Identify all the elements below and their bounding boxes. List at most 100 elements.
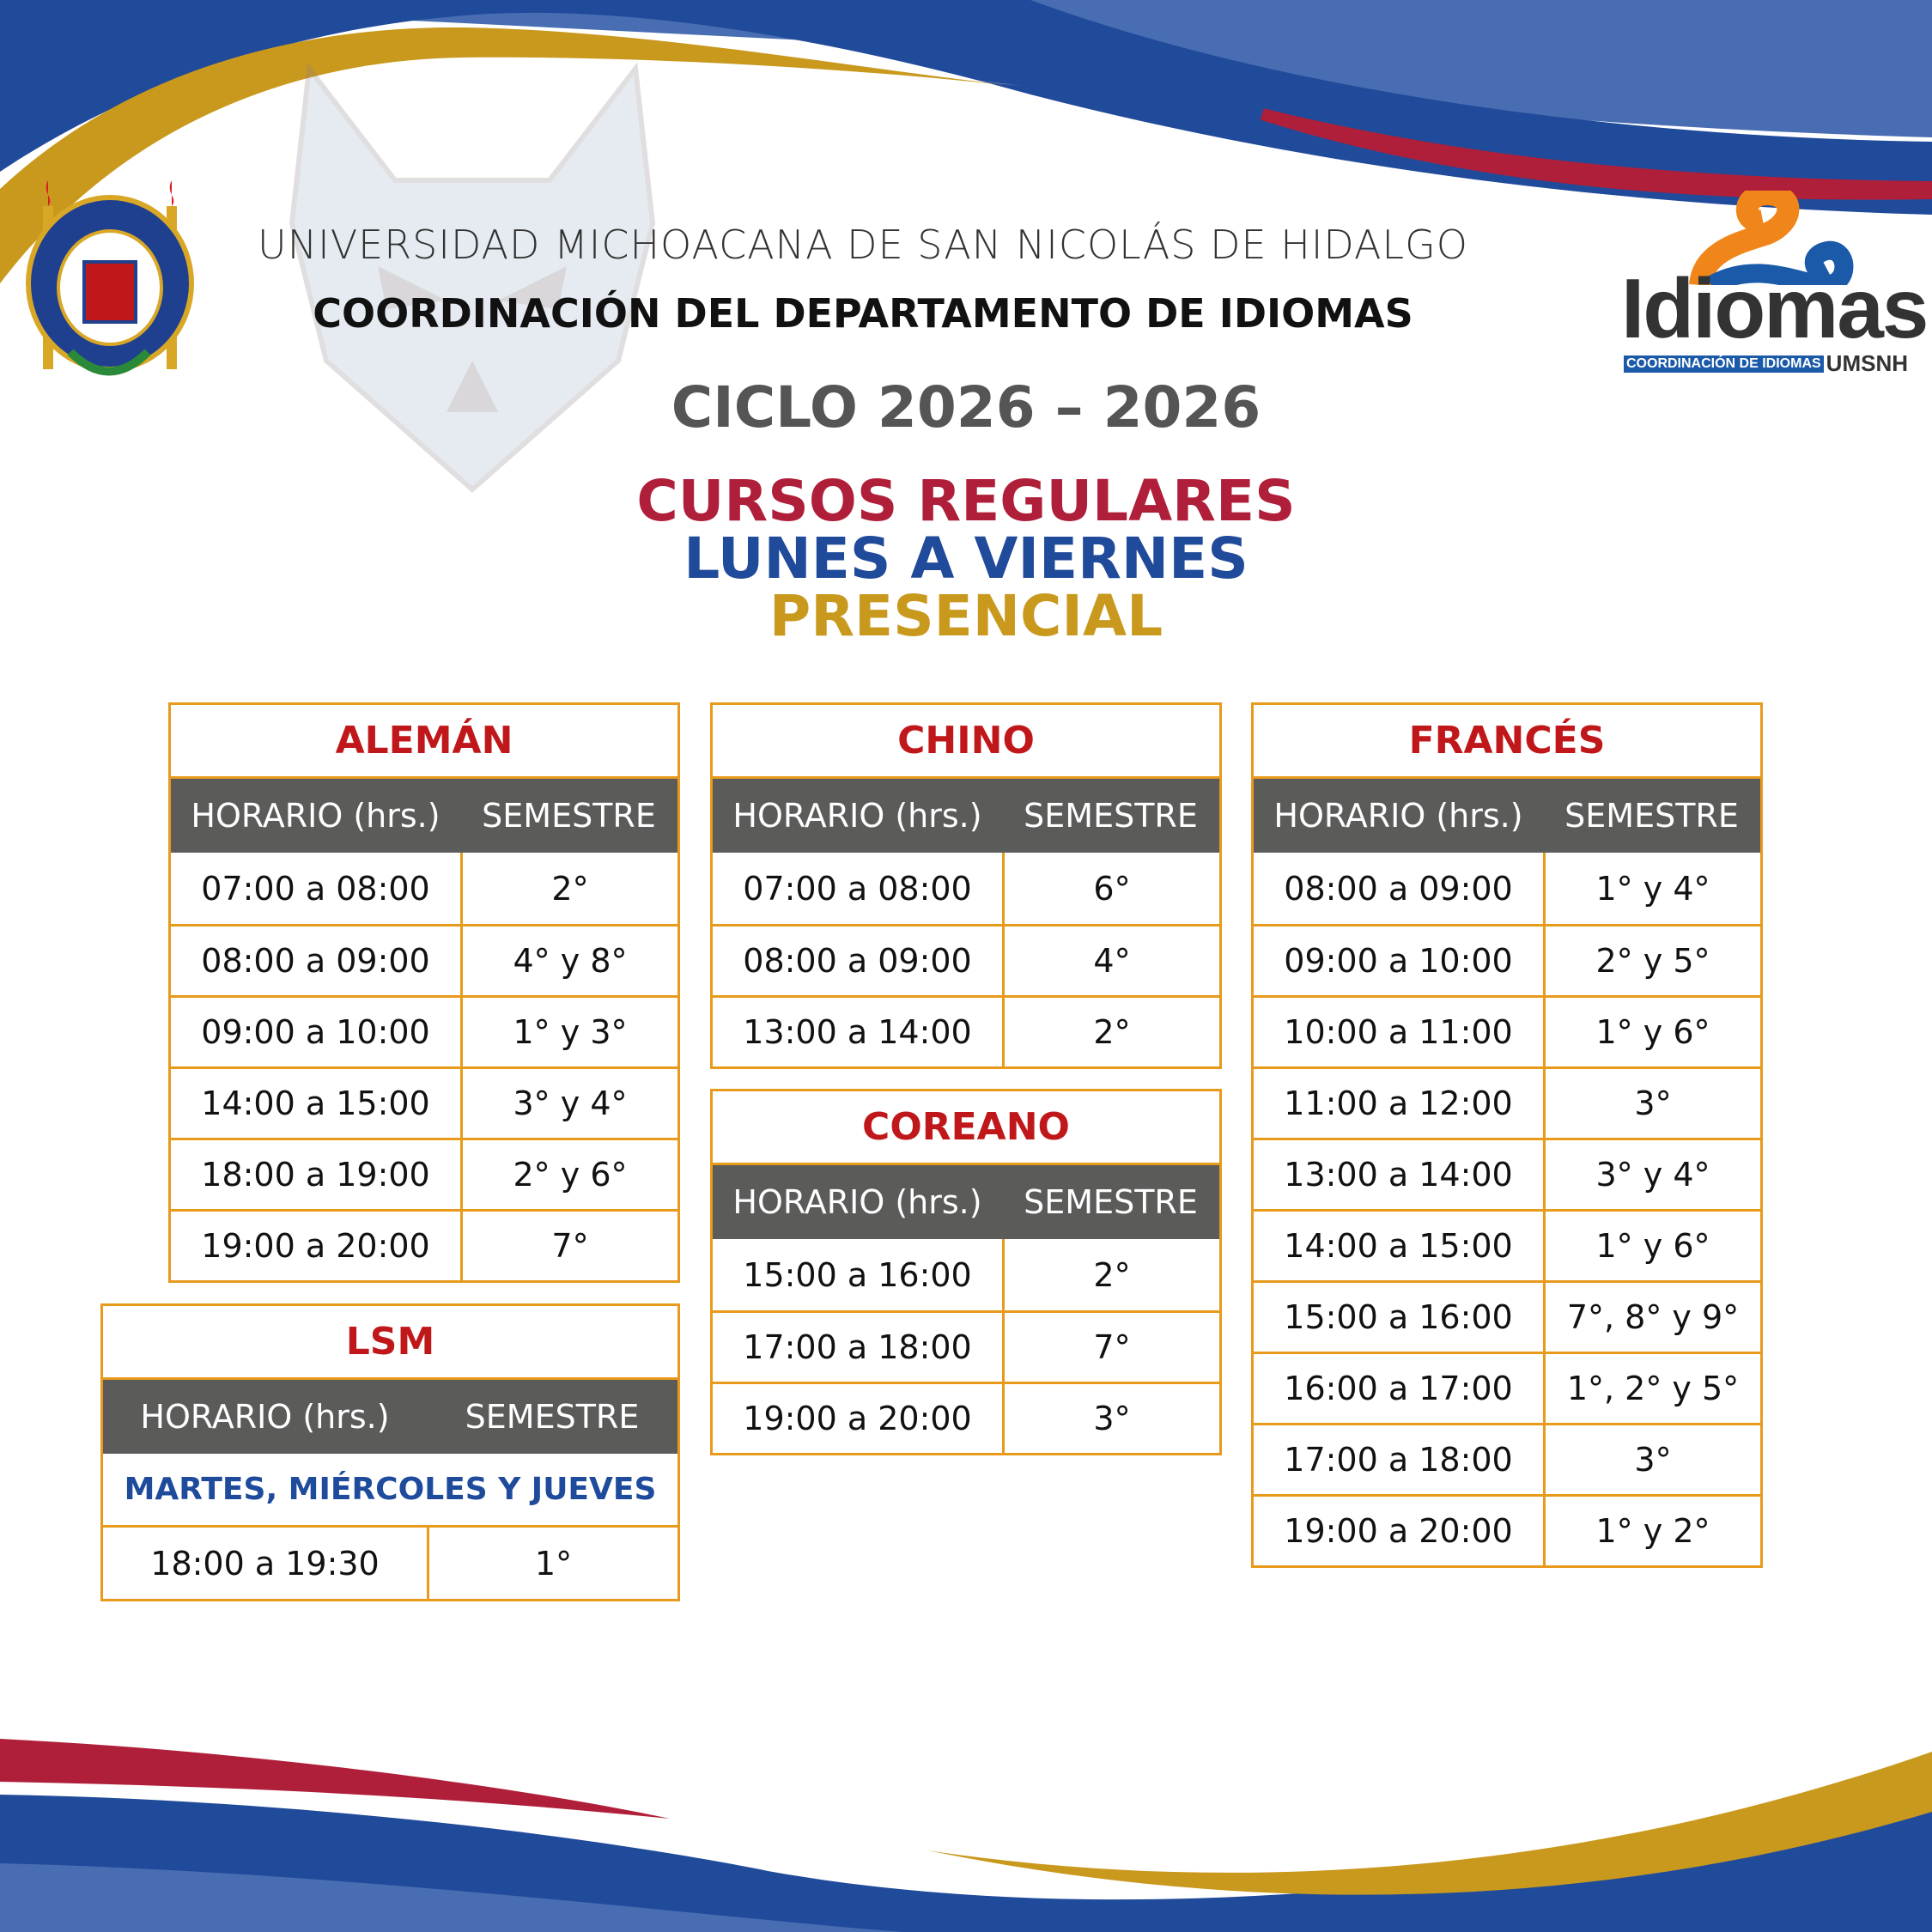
table-row: 09:00 a 10:00 1° y 3° bbox=[171, 995, 677, 1066]
col-header-semester: SEMESTRE bbox=[482, 797, 656, 835]
semester-cell: 6° bbox=[1002, 853, 1219, 924]
university-name: UNIVERSIDAD MICHOACANA DE SAN NICOLÁS DE… bbox=[258, 222, 1468, 268]
table-chino: CHINO HORARIO (hrs.) SEMESTRE 07:00 a 08:… bbox=[710, 702, 1222, 1069]
table-row: 15:00 a 16:00 2° bbox=[713, 1239, 1219, 1310]
table-row: 18:00 a 19:30 1° bbox=[103, 1528, 677, 1599]
table-title: FRANCÉS bbox=[1254, 705, 1760, 779]
semester-cell: 7°, 8° y 9° bbox=[1543, 1283, 1760, 1352]
table-row: 10:00 a 11:00 1° y 6° bbox=[1254, 995, 1760, 1066]
col-header-semester: SEMESTRE bbox=[1564, 797, 1739, 835]
lsm-days: MARTES, MIÉRCOLES Y JUEVES bbox=[124, 1472, 657, 1507]
table-row: 09:00 a 10:00 2° y 5° bbox=[1254, 924, 1760, 995]
table-row: 18:00 a 19:00 2° y 6° bbox=[171, 1138, 677, 1209]
table-row: 14:00 a 15:00 3° y 4° bbox=[171, 1066, 677, 1138]
time-cell: 08:00 a 09:00 bbox=[743, 942, 972, 980]
semester-cell: 2° y 5° bbox=[1543, 927, 1760, 995]
table-title: COREANO bbox=[713, 1091, 1219, 1165]
time-cell: 09:00 a 10:00 bbox=[1284, 942, 1513, 980]
table-row: 13:00 a 14:00 2° bbox=[713, 995, 1219, 1066]
semester-cell: 3° y 4° bbox=[460, 1069, 677, 1138]
time-cell: 13:00 a 14:00 bbox=[1284, 1156, 1513, 1194]
col-header-time: HORARIO (hrs.) bbox=[732, 1183, 982, 1221]
table-coreano: COREANO HORARIO (hrs.) SEMESTRE 15:00 a 1… bbox=[710, 1089, 1222, 1455]
time-cell: 15:00 a 16:00 bbox=[743, 1255, 972, 1294]
time-cell: 19:00 a 20:00 bbox=[1284, 1512, 1513, 1550]
table-row: 08:00 a 09:00 1° y 4° bbox=[1254, 853, 1760, 924]
table-title: LSM bbox=[103, 1306, 677, 1380]
time-cell: 10:00 a 11:00 bbox=[1284, 1013, 1513, 1051]
semester-cell: 1°, 2° y 5° bbox=[1543, 1354, 1760, 1423]
cycle-title: CICLO 2026 – 2026 bbox=[671, 374, 1261, 440]
table-row: 15:00 a 16:00 7°, 8° y 9° bbox=[1254, 1280, 1760, 1352]
table-row: 08:00 a 09:00 4° bbox=[713, 924, 1219, 995]
department-name: COORDINACIÓN DEL DEPARTAMENTO DE IDIOMAS bbox=[313, 290, 1413, 337]
table-row: 07:00 a 08:00 6° bbox=[713, 853, 1219, 924]
semester-cell: 1° y 6° bbox=[1543, 1212, 1760, 1280]
semester-cell: 2° y 6° bbox=[460, 1140, 677, 1209]
table-row: 19:00 a 20:00 7° bbox=[171, 1209, 677, 1280]
time-cell: 18:00 a 19:00 bbox=[201, 1156, 430, 1194]
time-cell: 17:00 a 18:00 bbox=[743, 1328, 972, 1366]
semester-cell: 3° bbox=[1543, 1069, 1760, 1138]
semester-cell: 1° bbox=[427, 1528, 677, 1599]
col-header-time: HORARIO (hrs.) bbox=[732, 797, 982, 835]
time-cell: 19:00 a 20:00 bbox=[201, 1227, 430, 1265]
semester-cell: 1° y 2° bbox=[1543, 1497, 1760, 1565]
semester-cell: 2° bbox=[1002, 998, 1219, 1066]
table-title: ALEMÁN bbox=[171, 705, 677, 779]
time-cell: 18:00 a 19:30 bbox=[150, 1544, 380, 1583]
university-seal-logo bbox=[26, 180, 194, 376]
table-row: 14:00 a 15:00 1° y 6° bbox=[1254, 1209, 1760, 1280]
time-cell: 08:00 a 09:00 bbox=[201, 942, 430, 980]
time-cell: 14:00 a 15:00 bbox=[201, 1084, 430, 1122]
semester-cell: 1° y 4° bbox=[1543, 853, 1760, 924]
table-row: 08:00 a 09:00 4° y 8° bbox=[171, 924, 677, 995]
semester-cell: 4° y 8° bbox=[460, 927, 677, 995]
time-cell: 07:00 a 08:00 bbox=[201, 869, 430, 908]
semester-cell: 4° bbox=[1002, 927, 1219, 995]
col-header-time: HORARIO (hrs.) bbox=[191, 797, 440, 835]
col-header-semester: SEMESTRE bbox=[1024, 1183, 1198, 1221]
semester-cell: 3° y 4° bbox=[1543, 1140, 1760, 1209]
courses-title: CURSOS REGULARES bbox=[636, 468, 1296, 534]
logo-word: Idiomas bbox=[1621, 261, 1929, 355]
time-cell: 16:00 a 17:00 bbox=[1284, 1370, 1513, 1407]
table-aleman: ALEMÁN HORARIO (hrs.) SEMESTRE 07:00 a 08… bbox=[168, 702, 680, 1283]
table-row: 11:00 a 12:00 3° bbox=[1254, 1066, 1760, 1138]
table-row: 07:00 a 08:00 2° bbox=[171, 853, 677, 924]
time-cell: 09:00 a 10:00 bbox=[201, 1013, 430, 1051]
table-lsm: LSM HORARIO (hrs.) SEMESTRE MARTES, MIÉRC… bbox=[100, 1303, 680, 1601]
table-row: 17:00 a 18:00 7° bbox=[713, 1310, 1219, 1382]
col-header-semester: SEMESTRE bbox=[1024, 797, 1198, 835]
time-cell: 11:00 a 12:00 bbox=[1284, 1084, 1513, 1122]
modality-title: PRESENCIAL bbox=[769, 583, 1163, 649]
semester-cell: 3° bbox=[1002, 1384, 1219, 1453]
semester-cell: 7° bbox=[460, 1212, 677, 1280]
wolf-watermark-icon bbox=[289, 62, 656, 494]
table-row: 16:00 a 17:00 1°, 2° y 5° bbox=[1254, 1352, 1760, 1423]
col-header-semester: SEMESTRE bbox=[465, 1398, 640, 1436]
semester-cell: 1° y 6° bbox=[1543, 998, 1760, 1066]
time-cell: 19:00 a 20:00 bbox=[743, 1400, 972, 1437]
semester-cell: 3° bbox=[1543, 1425, 1760, 1494]
days-title: LUNES A VIERNES bbox=[683, 526, 1249, 592]
col-header-time: HORARIO (hrs.) bbox=[140, 1398, 390, 1436]
swirl-logo-icon bbox=[1689, 191, 1854, 285]
time-cell: 07:00 a 08:00 bbox=[743, 869, 972, 908]
semester-cell: 2° bbox=[460, 853, 677, 924]
table-row: 17:00 a 18:00 3° bbox=[1254, 1423, 1760, 1494]
logo-band: COORDINACIÓN DE IDIOMAS bbox=[1624, 355, 1824, 373]
logo-suffix: UMSNH bbox=[1826, 350, 1909, 376]
table-frances: FRANCÉS HORARIO (hrs.) SEMESTRE 08:00 a 0… bbox=[1251, 702, 1763, 1568]
time-cell: 14:00 a 15:00 bbox=[1284, 1227, 1513, 1265]
time-cell: 15:00 a 16:00 bbox=[1284, 1298, 1513, 1336]
table-row: 19:00 a 20:00 3° bbox=[713, 1382, 1219, 1453]
time-cell: 08:00 a 09:00 bbox=[1284, 869, 1513, 908]
idiomas-logo: Idiomas COORDINACIÓN DE IDIOMAS UMSNH bbox=[1621, 191, 1929, 376]
time-cell: 17:00 a 18:00 bbox=[1284, 1441, 1513, 1479]
semester-cell: 1° y 3° bbox=[460, 998, 677, 1066]
table-row: 19:00 a 20:00 1° y 2° bbox=[1254, 1494, 1760, 1565]
semester-cell: 2° bbox=[1002, 1239, 1219, 1310]
time-cell: 13:00 a 14:00 bbox=[743, 1013, 972, 1051]
